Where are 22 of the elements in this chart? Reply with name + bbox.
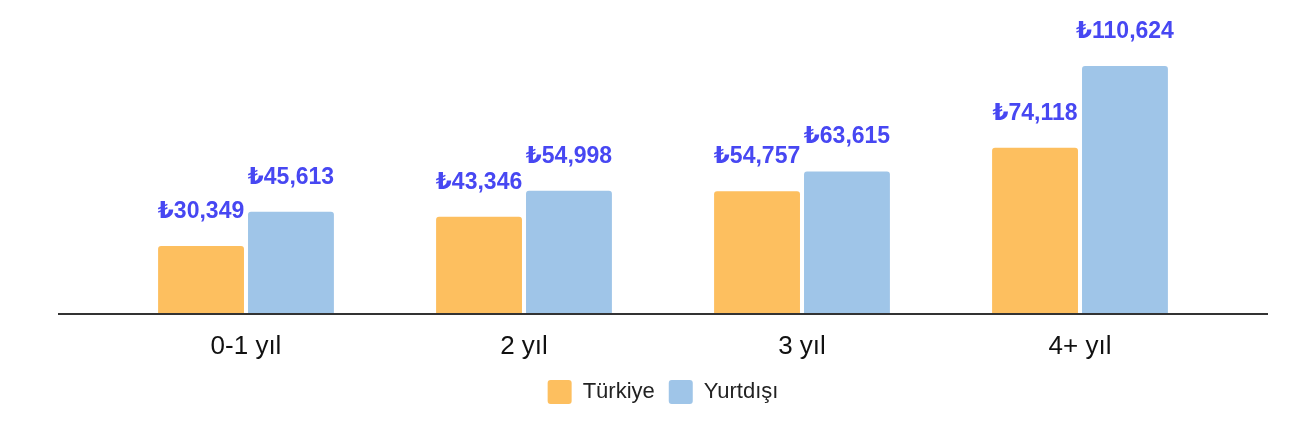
legend-label: Türkiye xyxy=(582,378,655,404)
data-label: ₺74,118 xyxy=(992,98,1078,125)
data-label: ₺30,349 xyxy=(157,196,245,223)
x-tick-label: 2 yıl xyxy=(500,329,548,360)
x-tick-label: 3 yıl xyxy=(778,329,826,360)
x-tick-label: 0-1 yıl xyxy=(210,329,282,360)
data-label: ₺45,613 xyxy=(247,162,335,189)
bar xyxy=(526,190,612,314)
data-label: ₺54,998 xyxy=(525,141,613,168)
bar xyxy=(714,191,800,314)
bar xyxy=(992,147,1078,314)
data-label: ₺63,615 xyxy=(803,122,891,149)
data-label: ₺43,346 xyxy=(435,167,523,194)
data-label: ₺110,624 xyxy=(1076,17,1175,44)
legend-label: Yurtdışı xyxy=(703,378,779,404)
bar xyxy=(248,211,334,314)
data-label: ₺54,757 xyxy=(713,142,801,169)
bar xyxy=(1082,66,1168,314)
bar xyxy=(804,171,890,314)
x-tick-label: 4+ yıl xyxy=(1048,329,1112,360)
bar xyxy=(158,245,244,314)
bar xyxy=(436,216,522,314)
